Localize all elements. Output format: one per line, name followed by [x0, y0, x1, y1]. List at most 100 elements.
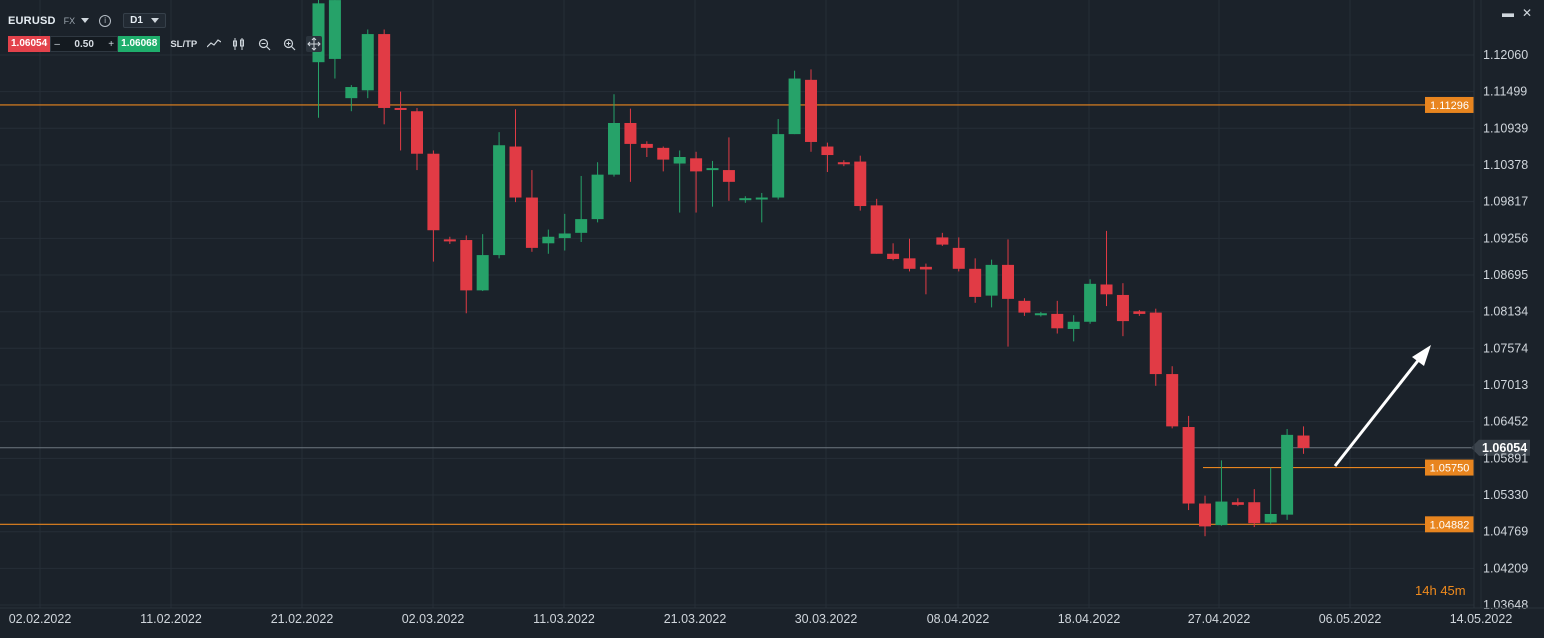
- candle-body: [558, 233, 571, 239]
- candle: [1248, 489, 1261, 528]
- candle-body: [1084, 283, 1097, 322]
- candle-body: [509, 146, 522, 198]
- candle: [1018, 298, 1031, 316]
- candle: [361, 29, 374, 99]
- level-price-tag: [1425, 459, 1474, 476]
- candle: [1034, 311, 1047, 317]
- trend-arrow-annotation[interactable]: [1333, 345, 1431, 467]
- candle: [394, 91, 407, 151]
- candle: [1067, 315, 1080, 342]
- increase-lot-button[interactable]: +: [108, 38, 115, 50]
- current-price-label: 1.06054: [1482, 441, 1527, 455]
- candle: [837, 160, 850, 167]
- candle: [460, 235, 473, 314]
- timeframe-label: D1: [130, 15, 143, 26]
- candle-body: [493, 145, 506, 256]
- sltp-button[interactable]: SL/TP: [170, 38, 198, 50]
- candle: [706, 160, 719, 207]
- candle: [854, 155, 867, 211]
- candle-body: [591, 174, 604, 220]
- sell-button[interactable]: 1.06054: [8, 36, 51, 52]
- x-tick-label: 02.03.2022: [402, 612, 465, 626]
- instrument-bar: EURUSD FX i D1: [8, 13, 166, 28]
- candle: [1084, 279, 1097, 324]
- candle-body: [1231, 502, 1244, 505]
- candle: [558, 213, 571, 251]
- buy-button[interactable]: 1.06068: [118, 36, 161, 52]
- candle: [1166, 366, 1179, 429]
- candle-body: [821, 146, 834, 156]
- symbol-label[interactable]: EURUSD: [8, 14, 56, 27]
- annotations[interactable]: [1333, 345, 1431, 467]
- candle-body: [608, 122, 621, 175]
- x-tick-label: 08.04.2022: [927, 612, 990, 626]
- level-price-label: 1.11296: [1430, 100, 1469, 112]
- arrow-shaft: [1333, 352, 1426, 467]
- x-tick-label: 06.05.2022: [1319, 612, 1382, 626]
- candle-body: [1149, 312, 1162, 375]
- zoom-in-icon[interactable]: [281, 36, 297, 52]
- move-icon[interactable]: [306, 36, 323, 52]
- candle-body: [427, 153, 440, 231]
- candle-body: [837, 162, 850, 165]
- line-chart-icon[interactable]: [206, 36, 222, 52]
- countdown-minutes: 45: [1440, 583, 1455, 598]
- horizontal-levels[interactable]: 1.06054 1.11296 1.05750 1.04882: [0, 96, 1530, 533]
- candles-icon[interactable]: [231, 36, 247, 52]
- decrease-lot-button[interactable]: –: [54, 38, 60, 50]
- lot-size-value[interactable]: 0.50: [74, 38, 94, 50]
- candle-body: [936, 237, 949, 245]
- candle: [936, 232, 949, 246]
- candle: [657, 146, 670, 172]
- timeframe-select[interactable]: D1: [123, 13, 166, 28]
- candle-body: [361, 34, 374, 91]
- y-tick-label: 1.05330: [1483, 488, 1528, 502]
- candle-body: [1281, 434, 1294, 515]
- candle-body: [1133, 311, 1146, 314]
- candle: [673, 150, 686, 213]
- candle: [427, 150, 440, 262]
- candle-body: [805, 79, 818, 142]
- candle: [1264, 467, 1277, 524]
- market-label: FX: [63, 15, 76, 26]
- x-tick-label: 02.02.2022: [9, 612, 72, 626]
- zoom-out-icon[interactable]: [256, 36, 272, 52]
- candle: [1231, 498, 1244, 507]
- y-tick-label: 1.07013: [1483, 378, 1528, 392]
- y-tick-label: 1.05891: [1483, 451, 1528, 465]
- info-icon[interactable]: i: [99, 14, 112, 27]
- candle-body: [575, 219, 588, 233]
- window-controls: ▬ ✕: [1502, 6, 1532, 20]
- candle-body: [1182, 427, 1195, 504]
- restore-window-icon[interactable]: ▬: [1501, 6, 1514, 20]
- candle-body: [1264, 513, 1277, 523]
- candle: [919, 263, 932, 295]
- candle-body: [870, 205, 883, 254]
- candle: [312, 0, 325, 118]
- x-tick-label: 14.05.2022: [1450, 612, 1513, 626]
- candle: [443, 236, 456, 244]
- x-tick-label: 11.03.2022: [533, 612, 595, 626]
- lot-size-stepper[interactable]: – 0.50 +: [50, 36, 119, 52]
- candle: [1281, 428, 1294, 520]
- candle-countdown: 14h 45m: [1415, 583, 1466, 598]
- candle-body: [657, 147, 670, 160]
- candle-body: [772, 134, 785, 198]
- candle-body: [525, 197, 538, 248]
- candle-body: [919, 266, 932, 270]
- candle: [378, 29, 391, 125]
- candle-body: [1034, 313, 1047, 316]
- x-tick-label: 21.02.2022: [271, 612, 334, 626]
- y-tick-label: 1.04769: [1483, 525, 1528, 539]
- candle-body: [1297, 435, 1310, 448]
- candle: [739, 196, 752, 203]
- chevron-down-icon[interactable]: [81, 18, 90, 23]
- candle-body: [1051, 313, 1064, 329]
- countdown-minutes-unit: m: [1454, 583, 1466, 598]
- candle: [1199, 495, 1212, 537]
- candle-body: [1018, 300, 1031, 313]
- close-icon[interactable]: ✕: [1521, 6, 1532, 20]
- candle-body: [411, 111, 424, 154]
